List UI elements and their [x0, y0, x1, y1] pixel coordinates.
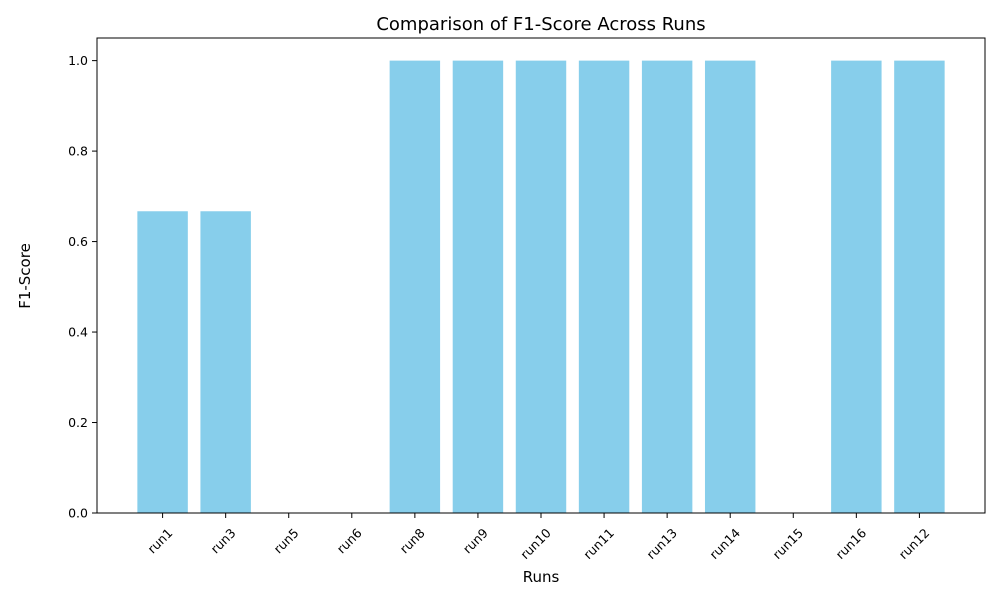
x-tick-label: run13 — [643, 525, 680, 562]
y-tick-label: 1.0 — [68, 53, 88, 68]
y-tick-label: 0.4 — [68, 325, 88, 340]
chart-title: Comparison of F1-Score Across Runs — [376, 14, 705, 35]
y-ticks: 0.0 0.2 0.4 0.6 0.8 1.0 — [68, 53, 97, 521]
x-tick-label: run5 — [271, 525, 302, 556]
x-tick-label: run3 — [207, 525, 238, 556]
y-tick-label: 0.0 — [68, 506, 88, 521]
x-tick-label: run14 — [706, 525, 743, 562]
y-tick-label: 0.6 — [68, 234, 88, 249]
bar-run12 — [894, 60, 945, 513]
x-tick-label: run8 — [397, 525, 428, 556]
x-tick-label: run9 — [460, 525, 491, 556]
x-tick-label: run10 — [517, 525, 554, 562]
bar-run16 — [831, 60, 882, 513]
bars-layer — [137, 60, 945, 513]
x-tick-label: run16 — [833, 525, 870, 562]
x-tick-label: run15 — [769, 525, 806, 562]
bar-run11 — [578, 60, 630, 513]
bar-run8 — [389, 60, 441, 513]
bar-run10 — [515, 60, 567, 513]
x-axis-label: Runs — [523, 568, 560, 586]
x-tick-label: run11 — [580, 525, 617, 562]
x-tick-label: run1 — [144, 525, 175, 556]
y-axis-label: F1-Score — [16, 243, 34, 309]
x-tick-label: run12 — [896, 525, 933, 562]
plot-frame — [96, 37, 986, 514]
x-ticks: run1 run3 run5 run6 run8 run9 run10 run11 run13 r… — [144, 513, 932, 562]
bar-run1 — [137, 211, 188, 513]
y-tick-label: 0.8 — [68, 144, 88, 159]
y-tick-label: 0.2 — [68, 415, 88, 430]
x-tick-label: run6 — [334, 525, 365, 556]
bar-run14 — [704, 60, 756, 513]
bar-run13 — [641, 60, 693, 513]
bar-run3 — [200, 211, 251, 513]
bar-run9 — [452, 60, 504, 513]
